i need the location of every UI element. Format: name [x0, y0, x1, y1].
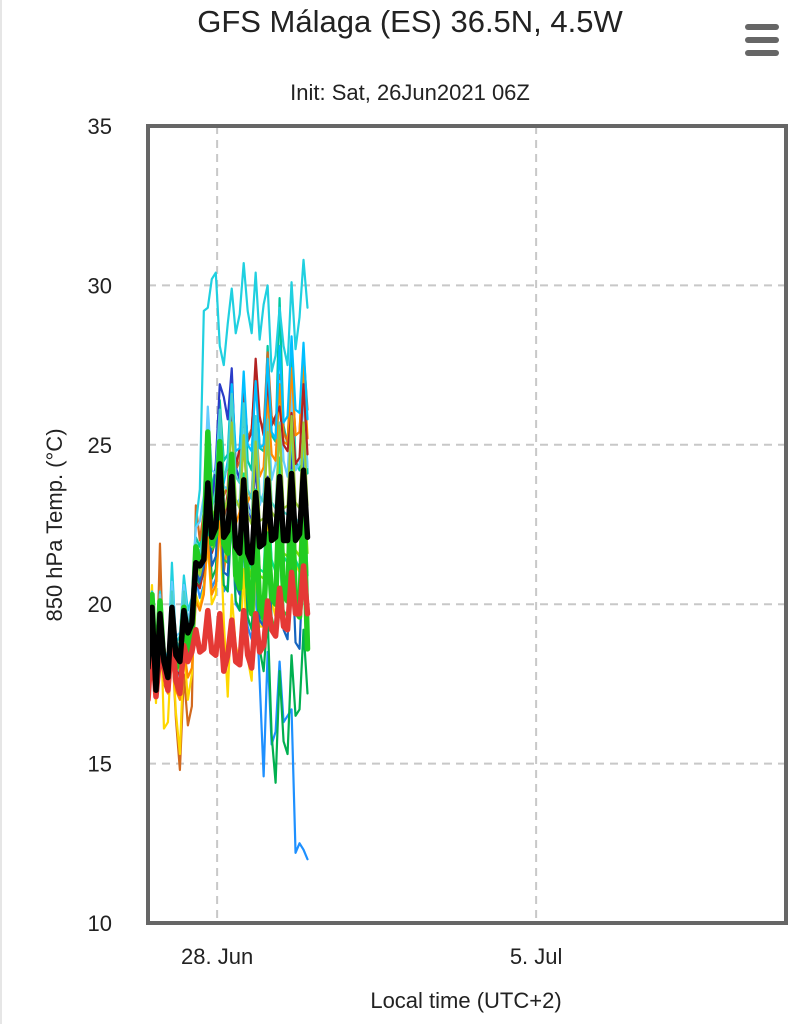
series-group	[148, 258, 311, 861]
hamburger-menu-icon[interactable]	[742, 22, 782, 58]
y-tick-label: 20	[88, 592, 112, 617]
y-axis-label: 850 hPa Temp. (°C)	[42, 428, 67, 621]
x-axis-label: Local time (UTC+2)	[370, 988, 561, 1013]
left-edge	[0, 0, 2, 1024]
y-tick-label: 35	[88, 114, 112, 139]
y-tick-label: 25	[88, 433, 112, 458]
series-line-ensemble-mean	[148, 461, 311, 694]
chart-subtitle: Init: Sat, 26Jun2021 06Z	[290, 80, 530, 105]
y-tick-label: 30	[88, 273, 112, 298]
plot-frame	[146, 124, 788, 925]
y-axis-ticks: 10 15 20 25 30 35	[88, 114, 112, 936]
x-tick-label: 28. Jun	[181, 944, 253, 969]
y-tick-label: 15	[88, 752, 112, 777]
x-tick-label: 5. Jul	[510, 944, 563, 969]
series-line-operational-run	[148, 563, 311, 703]
chart-title: GFS Málaga (ES) 36.5N, 4.5W	[197, 4, 623, 39]
x-axis-ticks: 28. Jun 5. Jul	[181, 944, 562, 969]
series-lines	[148, 258, 311, 861]
y-tick-label: 10	[88, 911, 112, 936]
